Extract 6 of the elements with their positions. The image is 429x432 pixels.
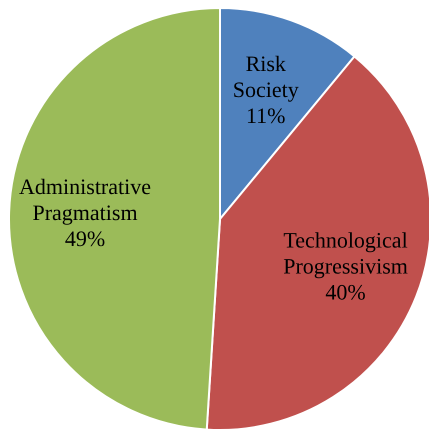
data-label: 11% [246, 102, 286, 128]
slice-label: Risk Society [232, 50, 299, 102]
data-label: 40% [325, 280, 366, 305]
slice-label: Administrative Pragmatism [19, 174, 152, 225]
data-label: 49% [64, 226, 106, 251]
slice-label: Technological Progressivism [283, 228, 408, 279]
